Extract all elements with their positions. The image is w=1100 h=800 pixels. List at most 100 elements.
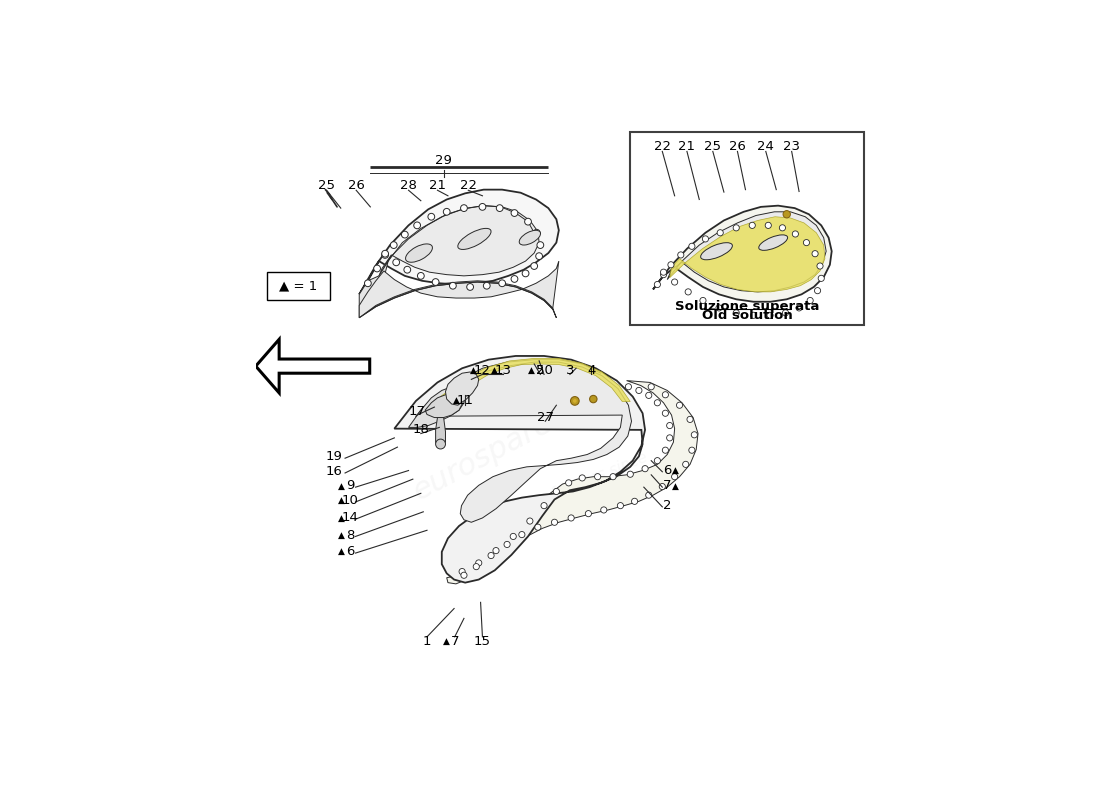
Circle shape xyxy=(803,239,810,246)
Text: 16: 16 xyxy=(326,466,342,478)
Circle shape xyxy=(436,439,446,449)
Polygon shape xyxy=(408,386,465,427)
Circle shape xyxy=(504,542,510,547)
Circle shape xyxy=(390,242,397,249)
Circle shape xyxy=(450,282,456,289)
Circle shape xyxy=(671,474,678,480)
Circle shape xyxy=(631,498,638,505)
Circle shape xyxy=(702,236,708,242)
Circle shape xyxy=(625,384,631,390)
Text: 24: 24 xyxy=(758,140,774,153)
Text: 1: 1 xyxy=(422,634,431,648)
Polygon shape xyxy=(255,339,370,393)
Circle shape xyxy=(685,289,691,295)
Circle shape xyxy=(654,458,660,464)
Circle shape xyxy=(461,205,468,211)
Circle shape xyxy=(662,410,669,416)
Ellipse shape xyxy=(759,235,788,250)
Circle shape xyxy=(553,488,560,494)
Text: 11: 11 xyxy=(456,394,474,407)
Circle shape xyxy=(512,210,518,217)
Circle shape xyxy=(573,399,576,402)
Text: 4: 4 xyxy=(587,364,596,377)
Circle shape xyxy=(594,474,601,480)
Circle shape xyxy=(483,282,491,289)
Circle shape xyxy=(667,435,673,441)
Ellipse shape xyxy=(458,228,491,250)
Text: 6: 6 xyxy=(663,464,671,477)
Polygon shape xyxy=(446,372,478,406)
Circle shape xyxy=(792,231,799,237)
Text: 10: 10 xyxy=(342,494,359,507)
Text: 18: 18 xyxy=(412,423,429,436)
Circle shape xyxy=(654,282,660,287)
Circle shape xyxy=(749,222,756,229)
Circle shape xyxy=(473,563,480,570)
Text: 2: 2 xyxy=(663,499,671,512)
Circle shape xyxy=(627,471,634,478)
Text: 22: 22 xyxy=(653,140,671,153)
Circle shape xyxy=(654,400,660,406)
Polygon shape xyxy=(447,381,698,584)
Text: 25: 25 xyxy=(704,140,722,153)
Text: 21: 21 xyxy=(679,140,695,153)
Circle shape xyxy=(646,392,652,398)
Circle shape xyxy=(750,312,757,318)
Polygon shape xyxy=(416,362,631,522)
Circle shape xyxy=(783,210,791,218)
Circle shape xyxy=(601,507,607,513)
Circle shape xyxy=(579,475,585,481)
Circle shape xyxy=(660,271,667,278)
Circle shape xyxy=(733,225,739,231)
Circle shape xyxy=(659,483,666,490)
Circle shape xyxy=(461,572,468,578)
Text: eurospares: eurospares xyxy=(408,401,572,506)
Polygon shape xyxy=(668,212,826,292)
Circle shape xyxy=(522,270,529,277)
Polygon shape xyxy=(378,206,539,276)
Circle shape xyxy=(782,310,789,316)
Circle shape xyxy=(428,214,435,220)
Text: 26: 26 xyxy=(729,140,746,153)
Circle shape xyxy=(525,218,531,225)
Text: 19: 19 xyxy=(326,450,342,463)
Circle shape xyxy=(512,275,518,282)
Circle shape xyxy=(432,278,439,286)
Text: 17: 17 xyxy=(408,405,426,418)
Circle shape xyxy=(617,502,624,509)
Circle shape xyxy=(812,250,818,257)
Circle shape xyxy=(568,515,574,521)
Circle shape xyxy=(691,432,697,438)
Circle shape xyxy=(796,305,802,311)
Text: 8: 8 xyxy=(345,529,354,542)
Text: 13: 13 xyxy=(495,364,512,377)
Circle shape xyxy=(668,262,674,268)
Circle shape xyxy=(717,230,724,236)
Circle shape xyxy=(565,480,572,486)
Text: ▲: ▲ xyxy=(338,482,344,490)
Circle shape xyxy=(689,243,695,250)
Circle shape xyxy=(779,225,785,231)
Text: ▲: ▲ xyxy=(338,530,344,540)
Circle shape xyxy=(642,466,648,472)
Text: 20: 20 xyxy=(536,364,552,377)
Text: 5: 5 xyxy=(536,364,544,377)
Text: 7: 7 xyxy=(663,479,671,493)
Text: ▲: ▲ xyxy=(453,396,460,405)
Text: ▲: ▲ xyxy=(492,366,498,374)
Circle shape xyxy=(636,387,642,394)
Circle shape xyxy=(364,280,371,286)
Circle shape xyxy=(404,266,410,273)
Polygon shape xyxy=(436,418,446,447)
Circle shape xyxy=(466,283,473,290)
Circle shape xyxy=(807,298,813,303)
Text: ▲: ▲ xyxy=(528,366,536,374)
Text: 21: 21 xyxy=(429,179,446,192)
Circle shape xyxy=(716,305,722,311)
Circle shape xyxy=(551,519,558,526)
Circle shape xyxy=(414,222,420,229)
Polygon shape xyxy=(653,206,832,302)
Circle shape xyxy=(496,205,503,211)
Circle shape xyxy=(814,287,821,294)
Circle shape xyxy=(689,447,695,454)
